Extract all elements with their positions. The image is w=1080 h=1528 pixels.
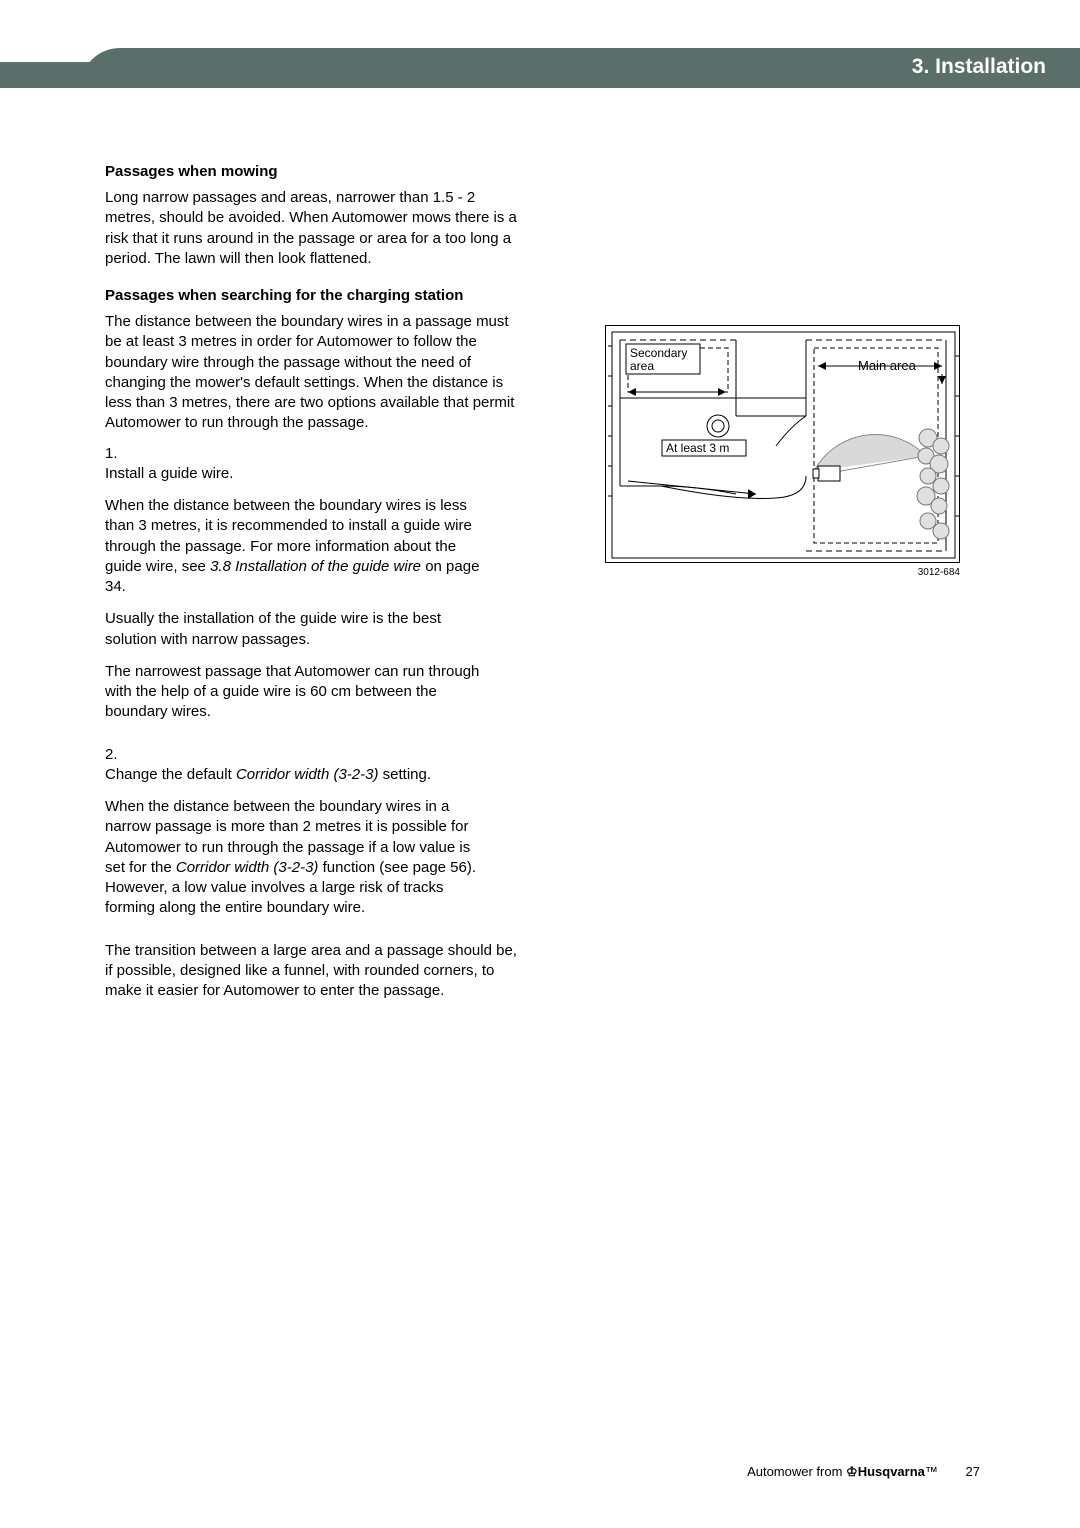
li2-lead: Change the default Corridor width (3-2-3… bbox=[105, 765, 493, 785]
options-list: 1. Install a guide wire. When the distan… bbox=[105, 444, 525, 931]
label-at-least: At least 3 m bbox=[666, 441, 729, 455]
footer-prefix: Automower from bbox=[747, 1464, 846, 1479]
label-main-area: Main area bbox=[858, 358, 917, 373]
crown-icon: ♔ bbox=[846, 1464, 858, 1479]
chapter-title: 3. Installation bbox=[912, 55, 1046, 79]
list-item-2: 2. Change the default Corridor width (3-… bbox=[105, 745, 525, 931]
li2-p1b: Corridor width (3-2-3) bbox=[176, 859, 319, 876]
list-num-2: 2. bbox=[105, 745, 133, 765]
content-area: Passages when mowing Long narrow passage… bbox=[105, 145, 985, 1011]
section-2-p1: The distance between the boundary wires … bbox=[105, 312, 525, 434]
list-body-1: Install a guide wire. When the distance … bbox=[105, 464, 493, 735]
label-secondary-l2: area bbox=[630, 359, 654, 373]
page-footer: Automower from ♔Husqvarna™ 27 bbox=[747, 1464, 980, 1480]
list-item-1: 1. Install a guide wire. When the distan… bbox=[105, 444, 525, 735]
li1-p1b: 3.8 Installation of the guide wire bbox=[210, 558, 421, 575]
li1-lead: Install a guide wire. bbox=[105, 464, 493, 484]
li2-lead-a: Change the default bbox=[105, 766, 236, 783]
page-number: 27 bbox=[966, 1464, 980, 1479]
li2-lead-b: Corridor width (3-2-3) bbox=[236, 766, 379, 783]
page: 3. Installation Passages when mowing Lon… bbox=[0, 0, 1080, 1528]
right-column: Secondary area Main area At least 3 m bbox=[605, 325, 985, 578]
left-column: Passages when mowing Long narrow passage… bbox=[105, 145, 525, 1011]
section-2-title: Passages when searching for the charging… bbox=[105, 287, 525, 304]
footer-brand: Husqvarna bbox=[858, 1464, 925, 1479]
li1-p3: The narrowest passage that Automower can… bbox=[105, 662, 493, 723]
li1-p1: When the distance between the boundary w… bbox=[105, 496, 493, 597]
installation-diagram: Secondary area Main area At least 3 m bbox=[605, 325, 960, 563]
section-1-title: Passages when mowing bbox=[105, 163, 525, 180]
diagram-svg: Secondary area Main area At least 3 m bbox=[606, 326, 961, 564]
li1-p2: Usually the installation of the guide wi… bbox=[105, 609, 493, 650]
chapter-header: 3. Installation bbox=[0, 48, 1080, 88]
li2-p1: When the distance between the boundary w… bbox=[105, 797, 493, 919]
list-body-2: Change the default Corridor width (3-2-3… bbox=[105, 765, 493, 931]
label-secondary-l1: Secondary bbox=[630, 346, 687, 360]
footer-tm: ™ bbox=[925, 1464, 938, 1479]
list-num-1: 1. bbox=[105, 444, 133, 464]
diagram-caption: 3012-684 bbox=[605, 567, 960, 578]
section-1-p1: Long narrow passages and areas, narrower… bbox=[105, 188, 525, 269]
section-2-end: The transition between a large area and … bbox=[105, 941, 525, 1002]
li2-lead-c: setting. bbox=[378, 766, 431, 783]
